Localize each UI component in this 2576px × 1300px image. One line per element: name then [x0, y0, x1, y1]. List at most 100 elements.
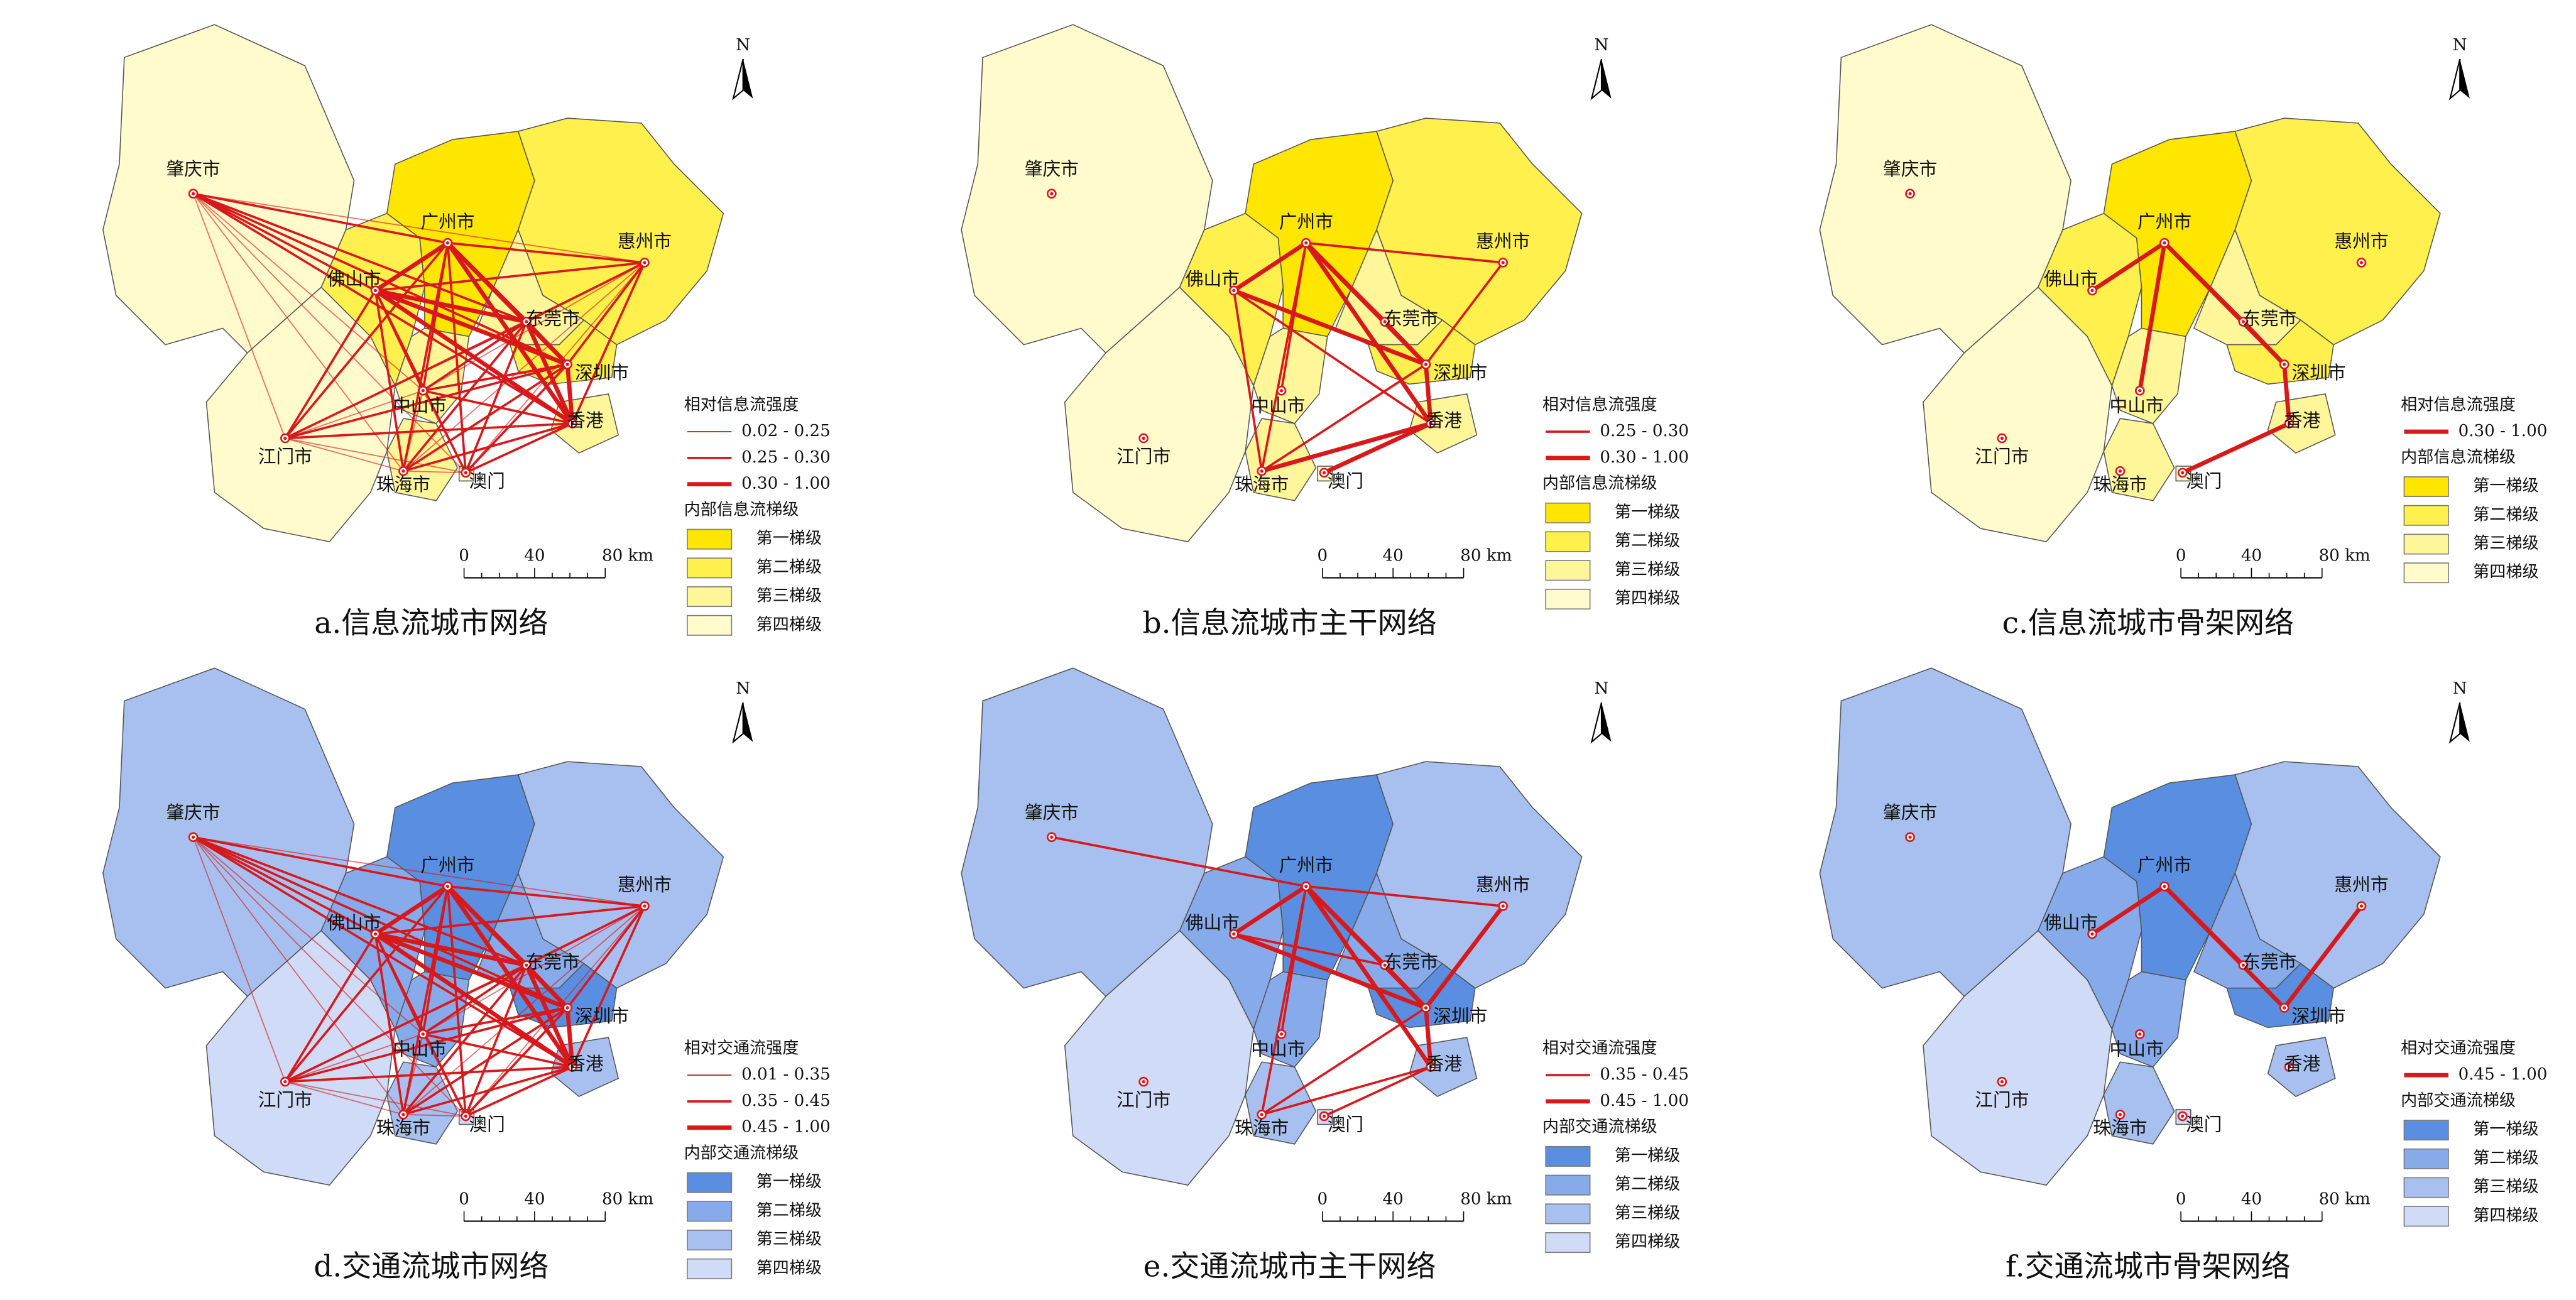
legend-swatch	[1545, 589, 1591, 609]
city-dot	[1908, 835, 1912, 839]
flow-link	[1233, 932, 1427, 1010]
city-dot	[570, 422, 574, 425]
flow-link	[193, 836, 645, 907]
legend-label: 第一梯级	[2473, 477, 2538, 496]
north-label: N	[736, 679, 750, 698]
legend-swatch	[1545, 1203, 1591, 1225]
city-dot	[445, 241, 450, 245]
legend-swatch	[1545, 1145, 1591, 1167]
city-dot	[1304, 241, 1308, 245]
city-label: 澳门	[2186, 1114, 2222, 1135]
city-label: 惠州市	[2334, 874, 2388, 895]
flow-link	[1233, 289, 1432, 425]
flow-link	[374, 290, 405, 472]
legend-title: 相对信息流强度	[2401, 395, 2516, 414]
legend-label: 第三梯级	[756, 587, 822, 606]
flow-link	[1260, 243, 1307, 472]
legend-swatch	[1545, 1232, 1591, 1254]
city-dot	[421, 389, 425, 393]
legend-title: 内部信息流梯级	[2401, 448, 2516, 467]
flow-link	[402, 1007, 569, 1116]
city-label: 江门市	[258, 445, 312, 467]
flow-link	[565, 1007, 575, 1068]
flow-link	[524, 964, 575, 1068]
flow-link	[2137, 243, 2167, 391]
legend-label: 第二梯级	[756, 1201, 822, 1220]
flow-link	[422, 320, 527, 392]
city-label: 江门市	[1975, 445, 2029, 467]
north-label: N	[2453, 679, 2467, 698]
city-dot	[643, 261, 647, 265]
north-label: N	[2453, 36, 2467, 55]
city-label: 澳门	[2186, 471, 2222, 492]
flow-link	[464, 321, 528, 474]
legend-label: 第一梯级	[756, 529, 822, 548]
city-label: 广州市	[420, 855, 474, 876]
flow-link	[375, 905, 645, 936]
flow-link	[403, 262, 645, 472]
flow-link	[403, 1066, 573, 1116]
legend-label: 第二梯级	[756, 558, 822, 577]
flow-link	[1304, 885, 1433, 1068]
flow-link	[1261, 1066, 1431, 1116]
city-label: 香港	[567, 410, 604, 431]
legend-label: 第一梯级	[2473, 1120, 2538, 1139]
flow-link	[285, 1033, 423, 1083]
legend-title: 内部交通流梯级	[1542, 1118, 1657, 1137]
scale-label: 40	[2241, 1190, 2262, 1209]
north-arrow	[1590, 702, 1603, 744]
flow-link	[374, 290, 467, 474]
region	[1923, 930, 2113, 1186]
city-label: 东莞市	[1384, 308, 1438, 329]
flow-link	[192, 836, 527, 966]
scale-label: 0	[459, 1190, 469, 1209]
legend-swatch	[2403, 505, 2449, 526]
region	[1064, 287, 1254, 542]
flow-link	[285, 1081, 404, 1115]
flow-link	[571, 262, 646, 424]
city-dot	[2118, 469, 2122, 473]
city-label: 东莞市	[2242, 308, 2296, 329]
flow-link	[402, 363, 569, 472]
city-dot	[525, 963, 528, 967]
city-label: 中山市	[2110, 1038, 2164, 1059]
region	[1923, 287, 2113, 542]
city-label: 深圳市	[1433, 362, 1487, 383]
city-label: 东莞市	[526, 308, 580, 329]
flow-link	[374, 241, 449, 293]
city-label: 肇庆市	[166, 802, 220, 823]
legend-label: 第二梯级	[2473, 1149, 2538, 1167]
city-dot	[1232, 932, 1236, 936]
city-label: 珠海市	[1235, 474, 1289, 495]
city-dot	[1322, 1114, 1326, 1118]
region	[2103, 1061, 2175, 1145]
flow-link	[1232, 884, 1307, 936]
city-dot	[2287, 1065, 2291, 1069]
flow-link	[1304, 885, 1387, 967]
city-dot	[445, 885, 450, 888]
legend-title: 内部信息流梯级	[1542, 474, 1657, 493]
scale-label: 40	[2241, 547, 2262, 565]
legend-label: 第二梯级	[2473, 505, 2538, 524]
flow-link	[285, 437, 404, 472]
flow-link	[192, 836, 376, 936]
city-dot	[2359, 904, 2364, 908]
city-label: 香港	[1426, 1053, 1462, 1074]
city-label: 香港	[567, 1053, 604, 1074]
flow-link	[1304, 241, 1387, 324]
city-label: 佛山市	[1186, 912, 1240, 933]
flow-link	[446, 886, 467, 1117]
flow-link	[2283, 904, 2364, 1010]
city-dot	[2287, 422, 2291, 425]
city-dot	[373, 288, 378, 293]
city-label: 惠州市	[618, 231, 672, 252]
city-label: 江门市	[1116, 1089, 1171, 1110]
legend-label: 第四梯级	[1615, 589, 1680, 608]
scale-label: 0	[1318, 547, 1328, 565]
legend-swatch	[2403, 1177, 2449, 1198]
city-dot	[2000, 1079, 2004, 1084]
panel-caption: b.信息流城市主干网络	[1143, 606, 1437, 640]
legend-label: 第一梯级	[1615, 1146, 1680, 1165]
city-dot	[1424, 1006, 1428, 1010]
